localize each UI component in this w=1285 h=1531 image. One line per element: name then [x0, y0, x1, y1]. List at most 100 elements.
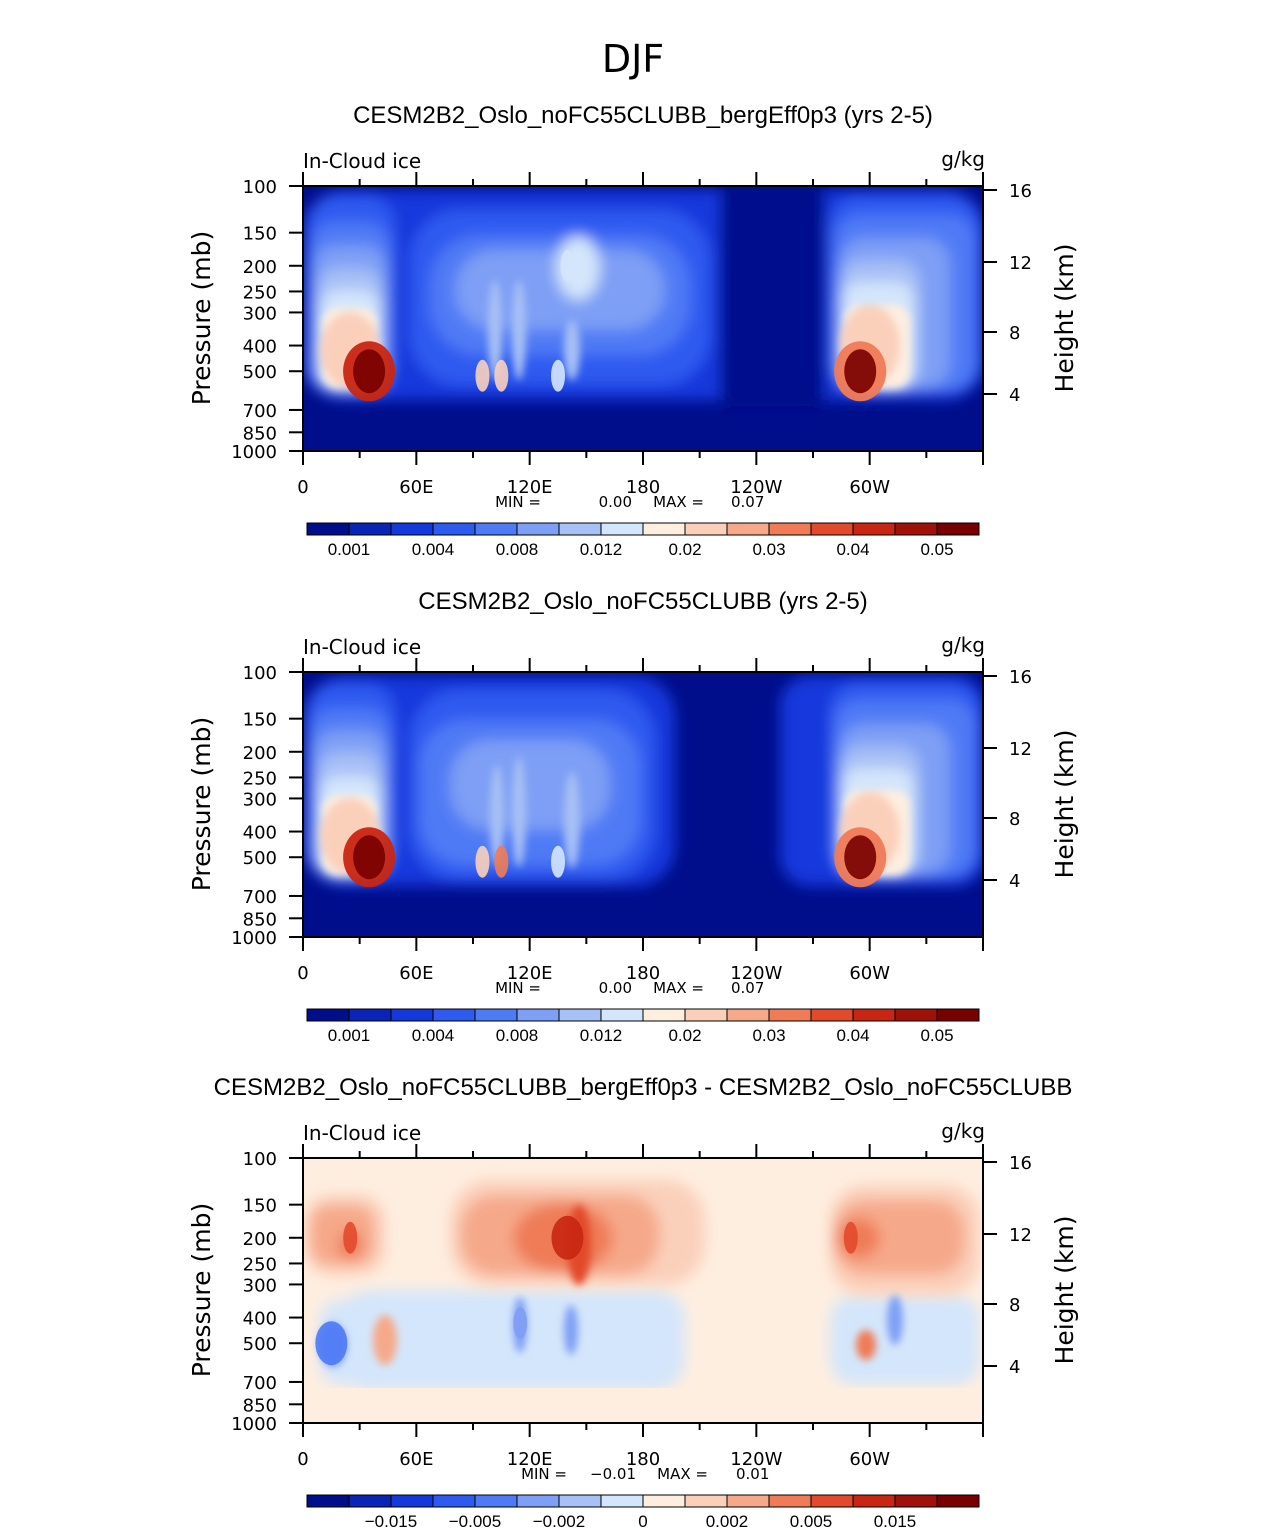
panel-1-x-tick-label: 60E	[399, 477, 433, 498]
panel-1-colorbar-label: 0.03	[752, 540, 785, 559]
panel-1-colorbar-label: 0.004	[412, 540, 455, 559]
panel-2-colorbar-swatch	[642, 1008, 686, 1022]
panel-3-y-tick-label: 1000	[231, 1414, 277, 1435]
panel-3-min-label: MIN =	[521, 1465, 567, 1483]
panel-2-colorbar-swatch	[474, 1008, 518, 1022]
panel-3-x-tick-label: 120W	[730, 1449, 782, 1470]
panel-2-y2-ticks: 16 12 8 4	[983, 667, 1032, 892]
panel-1-y-tick-label: 850	[243, 423, 277, 444]
panel-1-y-tick-label: 300	[243, 303, 277, 324]
panel-1-colorbar-swatch	[894, 522, 938, 536]
panel-3-y-tick-label: 300	[243, 1275, 277, 1296]
panel-1-colorbar-swatch	[684, 522, 728, 536]
panel-2-y2-tick-label: 4	[1009, 871, 1020, 892]
panel-3-feature-core	[343, 1221, 358, 1254]
panel-3-colorbar-label: −0.005	[449, 1512, 501, 1531]
panel-2-y2-tick-label: 12	[1009, 739, 1032, 760]
panel-2-colorbar-swatch	[432, 1008, 476, 1022]
panel-1-colorbar-label: 0.008	[496, 540, 539, 559]
panel-3-colorbar-swatch	[474, 1494, 518, 1508]
panel-1-colorbar-swatch	[852, 522, 896, 536]
panel-3-colorbar-swatches	[306, 1494, 980, 1508]
panel-1-y-tick-label: 700	[243, 401, 277, 422]
panel-2-colorbar-swatch	[810, 1008, 854, 1022]
panel-1-x-tick-label: 120E	[507, 477, 553, 498]
panel-3-feature-core	[843, 1221, 858, 1254]
panel-2-colorbar-label: 0.012	[580, 1026, 623, 1045]
panel-3-colorbar-swatch	[768, 1494, 812, 1508]
panel-2-colorbar-label: 0.008	[496, 1026, 539, 1045]
panel-3-y2-ticks: 16 12 8 4	[983, 1153, 1032, 1378]
panel-1-title: CESM2B2_Oslo_noFC55CLUBB_bergEff0p3 (yrs…	[353, 102, 933, 129]
panel-1-colorbar-swatch	[516, 522, 560, 536]
panel-1-colorbar-swatch	[768, 522, 812, 536]
panel-1-x-ticks: 0 60E 120E 180 120W 60W	[297, 172, 984, 498]
panel-2-feature-core	[475, 845, 490, 878]
panel-3-colorbar-swatch	[306, 1494, 350, 1508]
panel-2-colorbar: 0.001 0.004 0.008 0.012 0.02 0.03 0.04 0.05	[306, 1008, 980, 1045]
panel-2-colorbar-label: 0.02	[668, 1026, 701, 1045]
panel-2-colorbar-swatch	[558, 1008, 602, 1022]
panel-3-units-label: g/kg	[941, 1119, 985, 1143]
panel-2: CESM2B2_Oslo_noFC55CLUBB (yrs 2-5) In-Cl…	[187, 588, 1079, 1045]
panel-1-y-tick-label: 200	[243, 257, 277, 278]
panel-3-colorbar-label: 0	[638, 1512, 647, 1531]
panel-2-colorbar-label: 0.05	[920, 1026, 953, 1045]
panel-2-features	[343, 827, 887, 888]
panel-3-colorbar-swatch	[894, 1494, 938, 1508]
panel-2-colorbar-label: 0.001	[328, 1026, 371, 1045]
panel-1-feature-core	[353, 349, 386, 394]
panel-3-y2-tick-label: 16	[1009, 1153, 1032, 1174]
panel-2-y-tick-label: 500	[243, 848, 277, 869]
panel-1-colorbar-swatch	[432, 522, 476, 536]
panel-3-colorbar-swatch	[642, 1494, 686, 1508]
panel-3-y2-tick-label: 4	[1009, 1357, 1020, 1378]
panel-1-y2-tick-label: 16	[1009, 181, 1032, 202]
panel-3-colorbar-swatch	[432, 1494, 476, 1508]
panel-1-x-tick-label: 60W	[849, 477, 890, 498]
panel-3-y2-label: Height (km)	[1050, 1216, 1079, 1365]
panel-3-x-tick-label: 0	[297, 1449, 308, 1470]
panel-1-colorbar-swatch	[474, 522, 518, 536]
panel-1-colorbar-swatch	[600, 522, 644, 536]
panel-2-colorbar-ticks: 0.001 0.004 0.008 0.012 0.02 0.03 0.04 0.05	[328, 1026, 954, 1045]
panel-1-y2-label: Height (km)	[1050, 244, 1079, 393]
panel-1-colorbar-swatch	[390, 522, 434, 536]
panel-1-feature-core	[560, 249, 575, 282]
panel-3-colorbar: −0.015 −0.005 −0.002 0 0.002 0.005 0.015	[306, 1494, 980, 1531]
panel-3-colorbar-label: −0.015	[365, 1512, 417, 1531]
panel-1-min-value: 0.00	[599, 493, 632, 511]
panel-2-colorbar-swatch	[852, 1008, 896, 1022]
panel-3-y-tick-label: 400	[243, 1309, 277, 1330]
panel-3-y-tick-label: 850	[243, 1395, 277, 1416]
panel-3-x-tick-label: 180	[626, 1449, 660, 1470]
panel-2-feature-core	[353, 835, 386, 880]
panel-1-colorbar-swatch	[726, 522, 770, 536]
panel-2-colorbar-swatch	[348, 1008, 392, 1022]
panel-1-colorbar-swatch	[306, 522, 350, 536]
panel-2-y-tick-label: 850	[243, 909, 277, 930]
panel-1-colorbar-swatch	[936, 522, 980, 536]
panel-1-x-tick-label: 0	[297, 477, 308, 498]
panel-2-min-value: 0.00	[599, 979, 632, 997]
panel-3-y-label: Pressure (mb)	[187, 1203, 216, 1377]
panel-2-colorbar-swatch	[390, 1008, 434, 1022]
panel-2-y-tick-label: 100	[243, 663, 277, 684]
panel-3-colorbar-label: 0.002	[706, 1512, 749, 1531]
panel-1-y2-tick-label: 8	[1009, 323, 1020, 344]
panel-3-features	[315, 1215, 858, 1366]
panel-2-colorbar-swatch	[768, 1008, 812, 1022]
panel-2-colorbar-swatch	[516, 1008, 560, 1022]
panel-3-colorbar-swatch	[726, 1494, 770, 1508]
panel-1-y2-tick-label: 4	[1009, 385, 1020, 406]
panel-1-y-tick-label: 250	[243, 282, 277, 303]
panel-3-feature-core	[315, 1321, 348, 1366]
panel-3-colorbar-label: 0.005	[790, 1512, 833, 1531]
panel-3-colorbar-label: 0.015	[874, 1512, 917, 1531]
panel-1-y-tick-label: 100	[243, 177, 277, 198]
panel-3-colorbar-swatch	[558, 1494, 602, 1508]
panel-2-feature-core	[551, 845, 565, 878]
panel-2-colorbar-label: 0.03	[752, 1026, 785, 1045]
panel-3-field	[303, 1158, 983, 1423]
